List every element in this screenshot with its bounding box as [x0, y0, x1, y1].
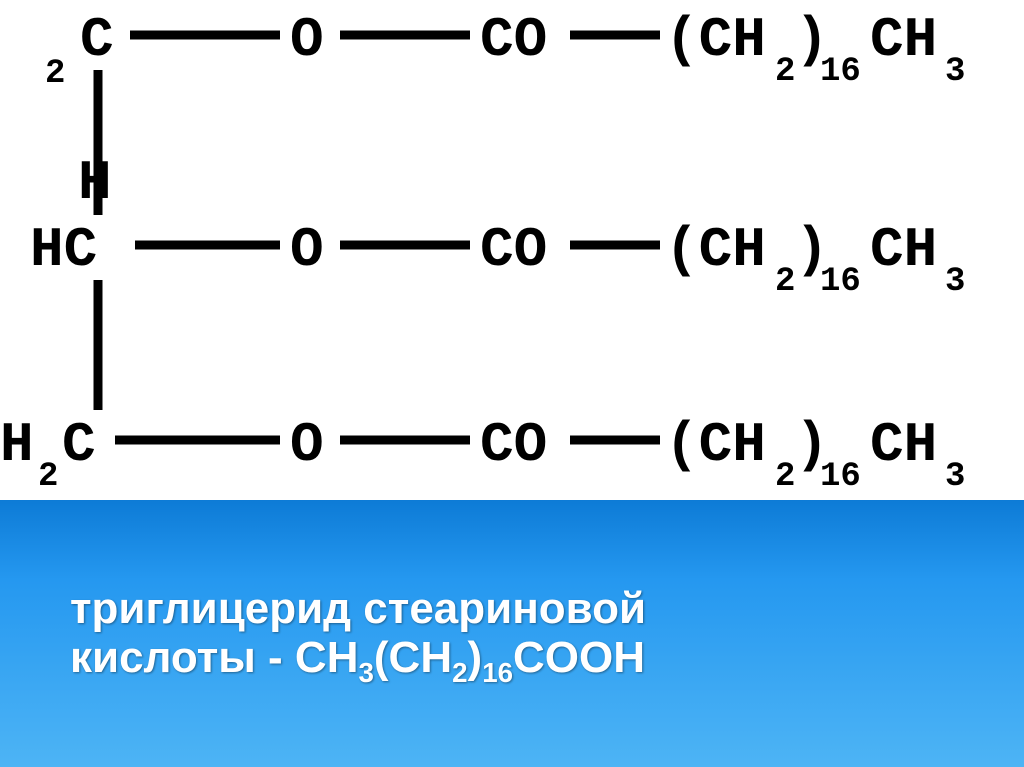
r1-c: C — [80, 8, 114, 72]
r2-tail-sub1: 2 — [775, 263, 795, 301]
cap-sub3: 16 — [482, 656, 513, 687]
r1-co: CO — [480, 8, 547, 72]
cap-end: COOH — [513, 633, 645, 682]
r3-tail-open: (CH — [665, 413, 766, 477]
r1-tail-ch: CH — [870, 8, 937, 72]
r2-o: O — [290, 218, 324, 282]
caption-line2: кислоты - CH3(CH2)16COOH — [70, 634, 1024, 682]
r1-tail-open: (CH — [665, 8, 766, 72]
r2-co: CO — [480, 218, 547, 282]
r3-o: O — [290, 413, 324, 477]
r1-c-sub: 2 — [45, 55, 65, 93]
r1-o: O — [290, 8, 324, 72]
r3-h-sub: 2 — [38, 458, 58, 496]
r3-c: C — [62, 413, 96, 477]
cap-prefix: кислоты - CH — [70, 633, 358, 682]
r1-tail-sub2: 16 — [820, 53, 861, 91]
cap-mid: (CH — [374, 633, 452, 682]
r1-tail-sub1: 2 — [775, 53, 795, 91]
between-h: H — [78, 151, 112, 215]
r3-co: CO — [480, 413, 547, 477]
cap-sub2: 2 — [452, 656, 467, 687]
cap-sub1: 3 — [358, 656, 373, 687]
r2-hc: HC — [30, 218, 97, 282]
r3-tail-sub2: 16 — [820, 458, 861, 496]
cap-after: ) — [468, 633, 483, 682]
r2-tail-sub2: 16 — [820, 263, 861, 301]
chemical-structure: C 2 O CO (CH 2 ) 16 CH 3 H HC O CO (CH 2… — [0, 0, 1024, 500]
r3-tail-ch: CH — [870, 413, 937, 477]
r1-tail-sub3: 3 — [945, 53, 965, 91]
caption-line1: триглицерид стеариновой — [70, 585, 1024, 633]
r2-tail-ch: CH — [870, 218, 937, 282]
r3-h: H — [0, 413, 34, 477]
r2-tail-open: (CH — [665, 218, 766, 282]
r3-tail-sub3: 3 — [945, 458, 965, 496]
r2-tail-sub3: 3 — [945, 263, 965, 301]
r3-tail-sub1: 2 — [775, 458, 795, 496]
structure-svg: C 2 O CO (CH 2 ) 16 CH 3 H HC O CO (CH 2… — [0, 0, 1024, 500]
caption-area: триглицерид стеариновой кислоты - CH3(CH… — [0, 500, 1024, 767]
